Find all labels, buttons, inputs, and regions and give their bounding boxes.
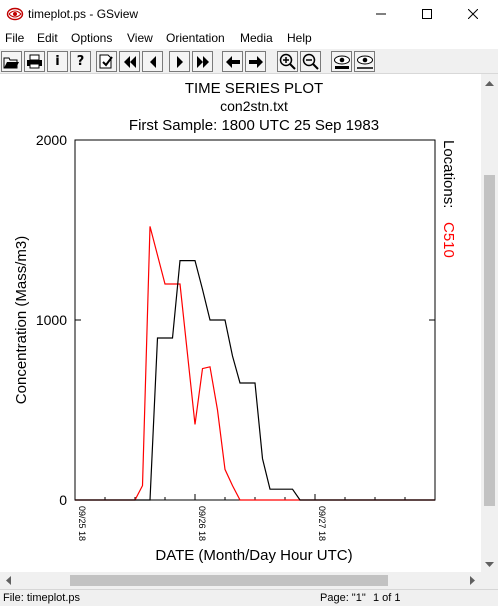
plot-frame [74,139,436,501]
gsview-app-icon [6,6,24,22]
show-page-button[interactable] [331,51,352,72]
print-button[interactable] [24,51,45,72]
open-icon [3,55,20,69]
back-icon [225,55,240,68]
scroll-down-button[interactable] [481,555,498,572]
last-page-button[interactable] [192,51,213,72]
scroll-down-icon [485,557,494,571]
minimize-button[interactable] [358,0,404,29]
forward-button[interactable] [245,51,266,72]
locations-label: Locations: [440,140,457,208]
next-page-button[interactable] [169,51,190,72]
status-page-count: 1 of 1 [373,592,401,604]
y-tick-label: 1000 [36,312,67,328]
zoom-out-icon [302,53,319,70]
document-view[interactable]: TIME SERIES PLOT con2stn.txt First Sampl… [0,74,481,572]
prev-page-icon [149,55,157,68]
x-tick-label: 09/27 18 [317,506,327,541]
series-line-series-2 [75,260,435,501]
next-page-icon [176,55,184,68]
scroll-right-button[interactable] [464,572,481,589]
menu-bar: File Edit Options View Orientation Media… [0,29,498,49]
menu-options[interactable]: Options [71,31,113,45]
zoom-out-button[interactable] [300,51,321,72]
vertical-scroll-thumb[interactable] [484,175,495,506]
zoom-in-icon [279,53,296,70]
menu-orientation[interactable]: Orientation [166,31,225,45]
goto-page-button[interactable] [96,51,117,72]
info-icon: i [55,54,60,69]
maximize-icon [422,8,432,22]
toolbar: i ? [0,49,498,74]
prev-page-button[interactable] [142,51,163,72]
maximize-button[interactable] [404,0,450,29]
vertical-scrollbar[interactable] [481,74,498,572]
scrollbar-corner [481,572,498,589]
y-axis-label: Concentration (Mass/m3) [13,236,30,404]
x-tick-label: 09/26 18 [197,506,207,541]
plot-subtitle: con2stn.txt [220,98,288,114]
close-icon [467,8,479,22]
first-sample-line: First Sample: 1800 UTC 25 Sep 1983 [129,117,379,134]
status-file: File: timeplot.ps [3,592,81,604]
x-axis-label: DATE (Month/Day Hour UTC) [155,547,352,564]
back-button[interactable] [222,51,243,72]
scroll-left-button[interactable] [0,572,17,589]
status-bar: File: timeplot.ps Page: "1" 1 of 1 [0,589,498,606]
menu-edit[interactable]: Edit [37,31,58,45]
minimize-icon [376,8,386,22]
print-icon [26,54,43,69]
menu-view[interactable]: View [127,31,153,45]
horizontal-scrollbar[interactable] [0,572,481,589]
horizontal-scroll-thumb[interactable] [70,575,388,586]
first-page-button[interactable] [119,51,140,72]
scroll-up-button[interactable] [481,74,498,91]
scroll-left-icon [5,574,12,588]
series-lines [75,226,435,501]
menu-media[interactable]: Media [240,31,273,45]
hide-page-button[interactable] [354,51,375,72]
status-page: Page: "1" [320,592,366,604]
x-tick-label: 09/25 18 [77,506,87,541]
series-line-c510 [75,226,435,501]
window-title: timeplot.ps - GSview [28,7,139,21]
open-button[interactable] [1,51,22,72]
y-axis-ticks: 0 1000 2000 [36,132,435,508]
forward-icon [248,55,263,68]
title-bar: timeplot.ps - GSview [0,0,498,29]
menu-file[interactable]: File [5,31,25,45]
scroll-right-icon [469,574,476,588]
plot-title: TIME SERIES PLOT [185,80,323,97]
scroll-up-icon [485,76,494,90]
last-page-icon [196,55,210,68]
x-axis-ticks: 09/25 18 09/26 18 09/27 18 [74,494,436,541]
first-page-icon [123,55,137,68]
location-name: C510 [440,222,457,258]
goto-page-icon [98,54,115,69]
y-tick-label: 2000 [36,132,67,148]
y-tick-label: 0 [59,492,67,508]
zoom-in-button[interactable] [277,51,298,72]
time-series-plot: TIME SERIES PLOT con2stn.txt First Sampl… [13,80,457,564]
info-button[interactable]: i [47,51,68,72]
menu-help[interactable]: Help [287,31,312,45]
close-button[interactable] [450,0,496,29]
eye-hide-icon [356,54,374,70]
help-button[interactable]: ? [70,51,91,72]
eye-show-icon [333,54,351,70]
help-icon: ? [76,54,85,69]
